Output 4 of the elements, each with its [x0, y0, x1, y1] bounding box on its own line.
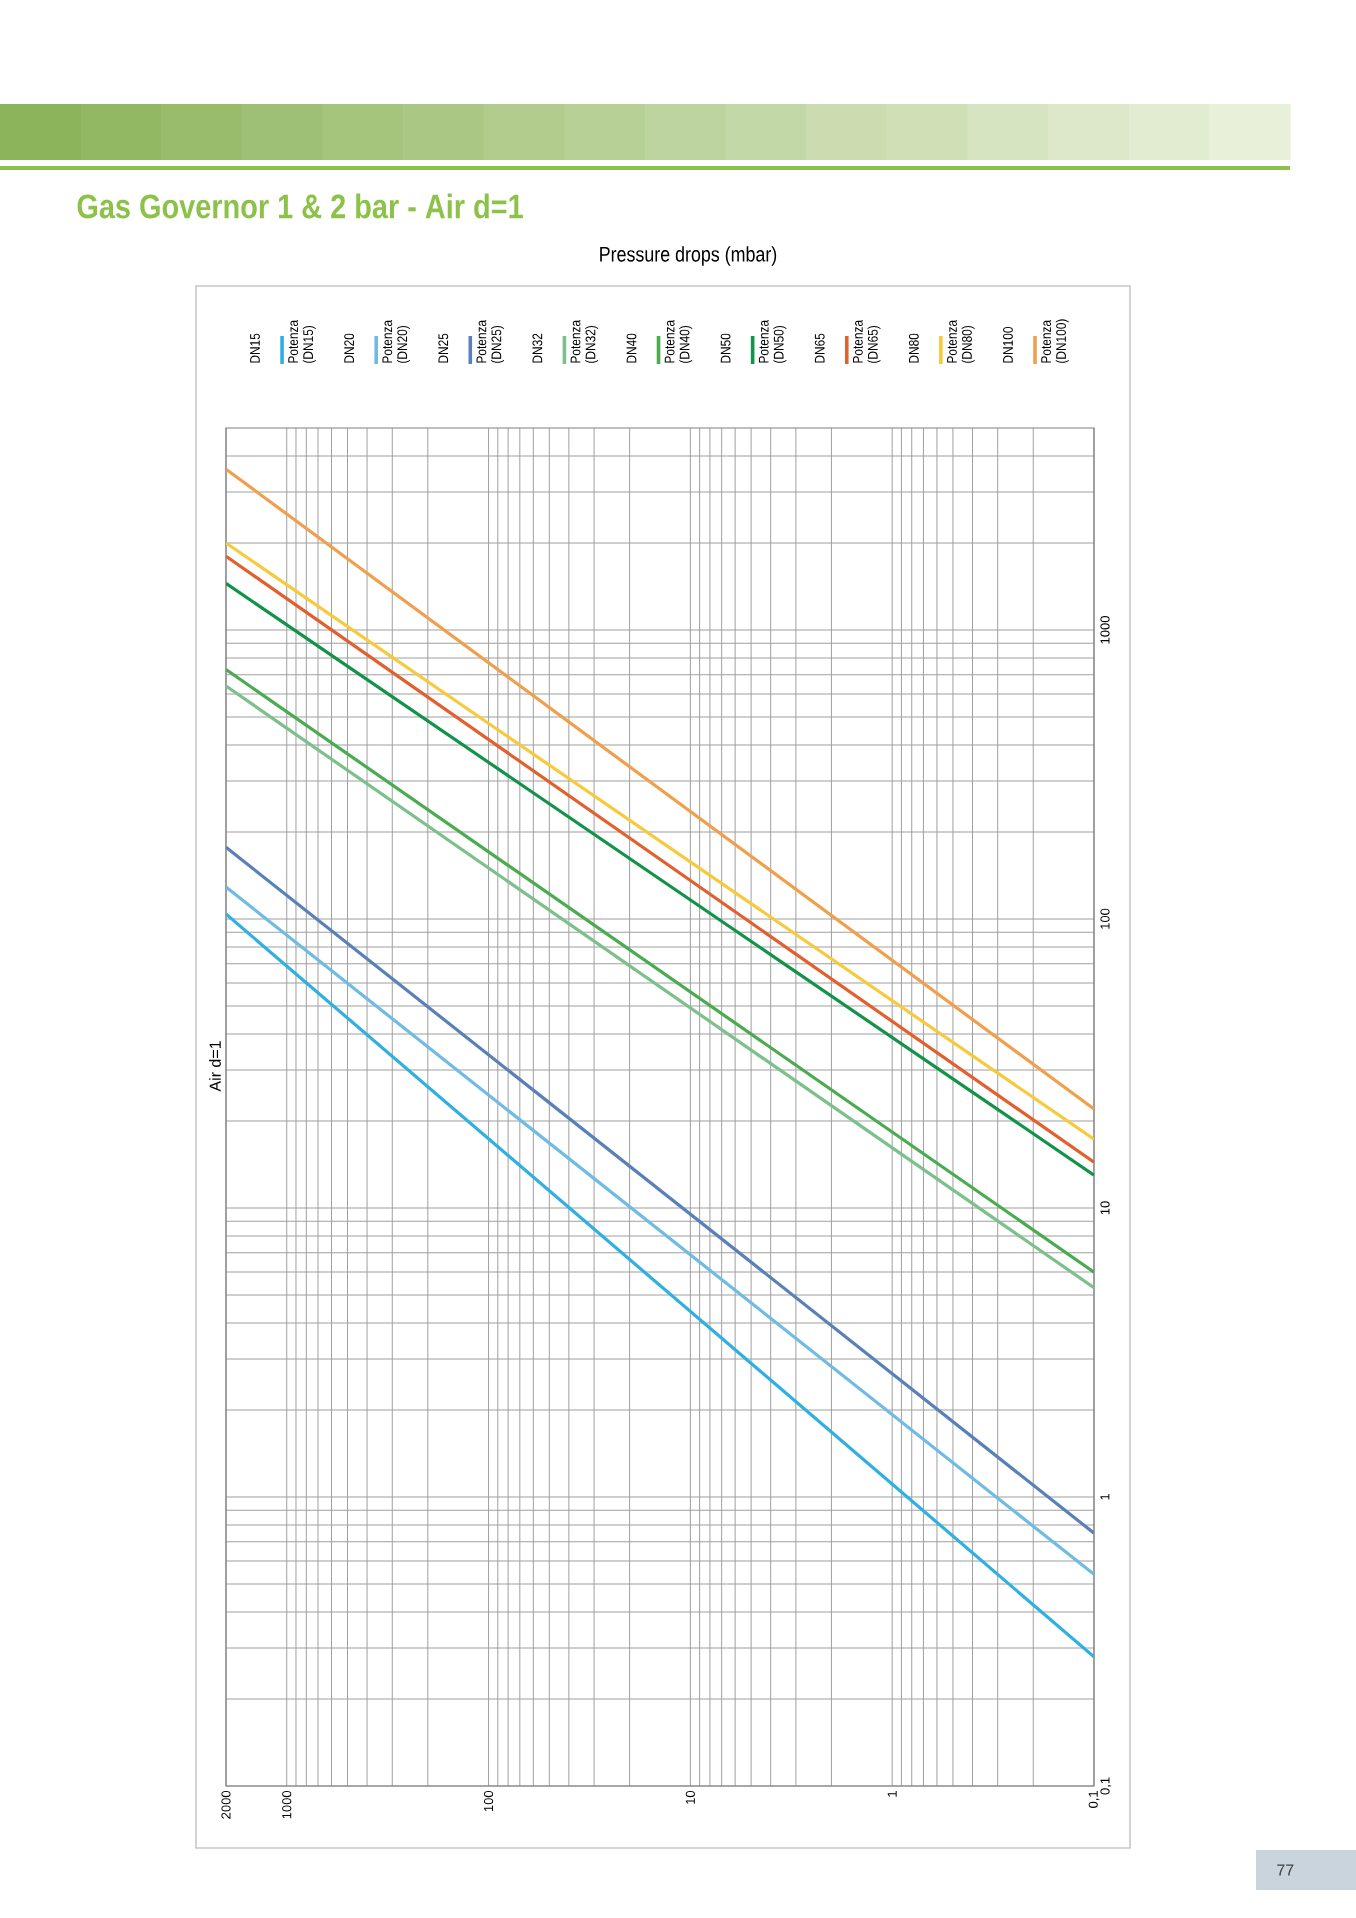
chart-subtitle: Pressure drops (mbar)	[600, 246, 777, 266]
chart-title: Gas Governor 1 & 2 bar - Air d=1	[77, 193, 523, 219]
text: 77	[1277, 1864, 1294, 1876]
y-axis-title: Air d=1	[209, 1041, 221, 1092]
